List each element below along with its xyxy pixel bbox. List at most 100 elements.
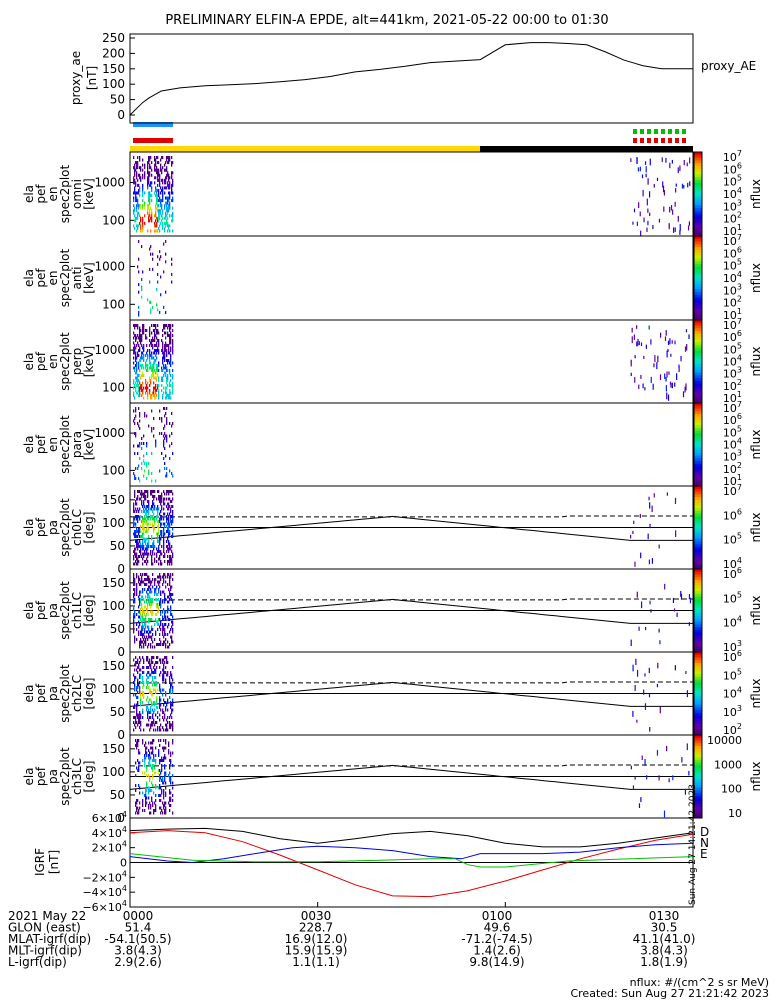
heatmap-cell <box>169 630 171 634</box>
igrf-series-|B| <box>129 827 694 848</box>
ch3LC-heatmap <box>135 739 690 818</box>
heatmap-cell <box>159 643 161 646</box>
heatmap-cell <box>151 472 153 475</box>
heatmap-cell <box>150 806 152 810</box>
heatmap-cell <box>135 663 137 667</box>
heatmap-cell <box>148 588 150 591</box>
heatmap-cell <box>142 356 144 360</box>
heatmap-cell <box>136 638 138 641</box>
heatmap-cell <box>169 381 171 385</box>
heatmap-cell <box>151 671 153 674</box>
cyan-bar <box>133 122 173 127</box>
heatmap-cell <box>155 746 157 750</box>
colorbar-cell <box>694 244 702 248</box>
heatmap-cell <box>134 226 136 230</box>
heatmap-cell <box>163 676 165 679</box>
heatmap-cell <box>151 369 153 372</box>
heatmap-cell <box>136 173 138 177</box>
heatmap-cell <box>137 759 139 762</box>
colorbar-cell <box>694 375 702 379</box>
heatmap-cell <box>168 801 170 805</box>
heatmap-cell <box>145 530 147 533</box>
heatmap-cell <box>152 344 154 347</box>
heatmap-cell <box>636 221 638 226</box>
heatmap-cell <box>138 663 140 667</box>
heatmap-cell <box>172 630 174 634</box>
igrf-tick-label: 6×104 <box>92 810 127 825</box>
heatmap-cell <box>158 590 160 594</box>
para-ylabel-line: en <box>46 437 60 452</box>
heatmap-cell <box>138 389 140 392</box>
heatmap-cell <box>134 186 136 190</box>
heatmap-cell <box>160 293 162 297</box>
heatmap-cell <box>134 590 136 594</box>
heatmap-cell <box>152 746 154 750</box>
black-segment <box>480 146 693 152</box>
heatmap-cell <box>148 701 150 704</box>
heatmap-cell <box>170 500 172 503</box>
colorbar-cell <box>694 383 702 387</box>
heatmap-cell <box>139 414 141 418</box>
heatmap-cell <box>138 713 140 717</box>
heatmap-cell <box>135 535 137 538</box>
heatmap-cell <box>159 806 161 810</box>
heatmap-cell <box>153 681 155 684</box>
heatmap-cell <box>172 794 174 797</box>
colorbar-cell <box>694 389 702 393</box>
heatmap-cell <box>143 532 145 536</box>
heatmap-cell <box>169 804 171 807</box>
heatmap-cell <box>157 188 159 192</box>
heatmap-cell <box>172 573 174 576</box>
heatmap-cell <box>164 774 166 777</box>
colorbar-cell <box>694 574 702 578</box>
heatmap-cell <box>150 600 152 604</box>
heatmap-cell <box>146 781 148 785</box>
colorbar-cell <box>694 339 702 343</box>
heatmap-cell <box>158 379 160 382</box>
heatmap-cell <box>151 161 153 165</box>
heatmap-cell <box>136 324 138 327</box>
heatmap-cell <box>142 678 144 682</box>
heatmap-cell <box>143 530 145 533</box>
heatmap-cell <box>636 157 638 164</box>
heatmap-cell <box>149 267 151 271</box>
heatmap-cell <box>143 366 145 370</box>
ch1LC-colorbar-tick-label: 104 <box>723 615 742 630</box>
heatmap-cell <box>167 359 169 362</box>
colorbar-cell <box>694 403 702 407</box>
heatmap-cell <box>685 383 687 391</box>
heatmap-cell <box>166 166 168 170</box>
para-tick-label: 100 <box>102 463 125 477</box>
heatmap-cell <box>143 510 145 513</box>
heatmap-cell <box>134 562 136 566</box>
heatmap-cell <box>638 384 640 390</box>
omni-ylabel-line: spec2plot <box>58 164 72 223</box>
heatmap-cell <box>145 366 147 370</box>
heatmap-cell <box>139 346 141 350</box>
heatmap-cell <box>151 656 153 659</box>
heatmap-cell <box>151 354 153 357</box>
heatmap-cell <box>135 530 137 533</box>
igrf-ylabel: IGRF <box>33 848 47 876</box>
heatmap-cell <box>161 764 163 767</box>
heatmap-cell <box>169 196 171 200</box>
heatmap-cell <box>136 809 138 812</box>
heatmap-cell <box>150 756 152 760</box>
heatmap-cell <box>149 158 151 162</box>
heatmap-cell <box>159 214 161 218</box>
heatmap-cell <box>166 219 168 223</box>
heatmap-cell <box>156 196 158 200</box>
heatmap-cell <box>149 578 151 581</box>
colorbar-cell <box>694 236 702 240</box>
heatmap-cell <box>168 199 170 203</box>
heatmap-cell <box>646 227 648 232</box>
heatmap-cell <box>154 701 156 704</box>
heatmap-cell <box>137 214 139 218</box>
heatmap-cell <box>157 329 159 332</box>
red-bar-segment <box>661 138 665 143</box>
heatmap-cell <box>161 791 163 795</box>
colorbar-cell <box>694 538 702 542</box>
footer-row-value: 9.8(14.9) <box>469 955 524 969</box>
heatmap-cell <box>135 199 137 203</box>
heatmap-cell <box>172 334 174 337</box>
